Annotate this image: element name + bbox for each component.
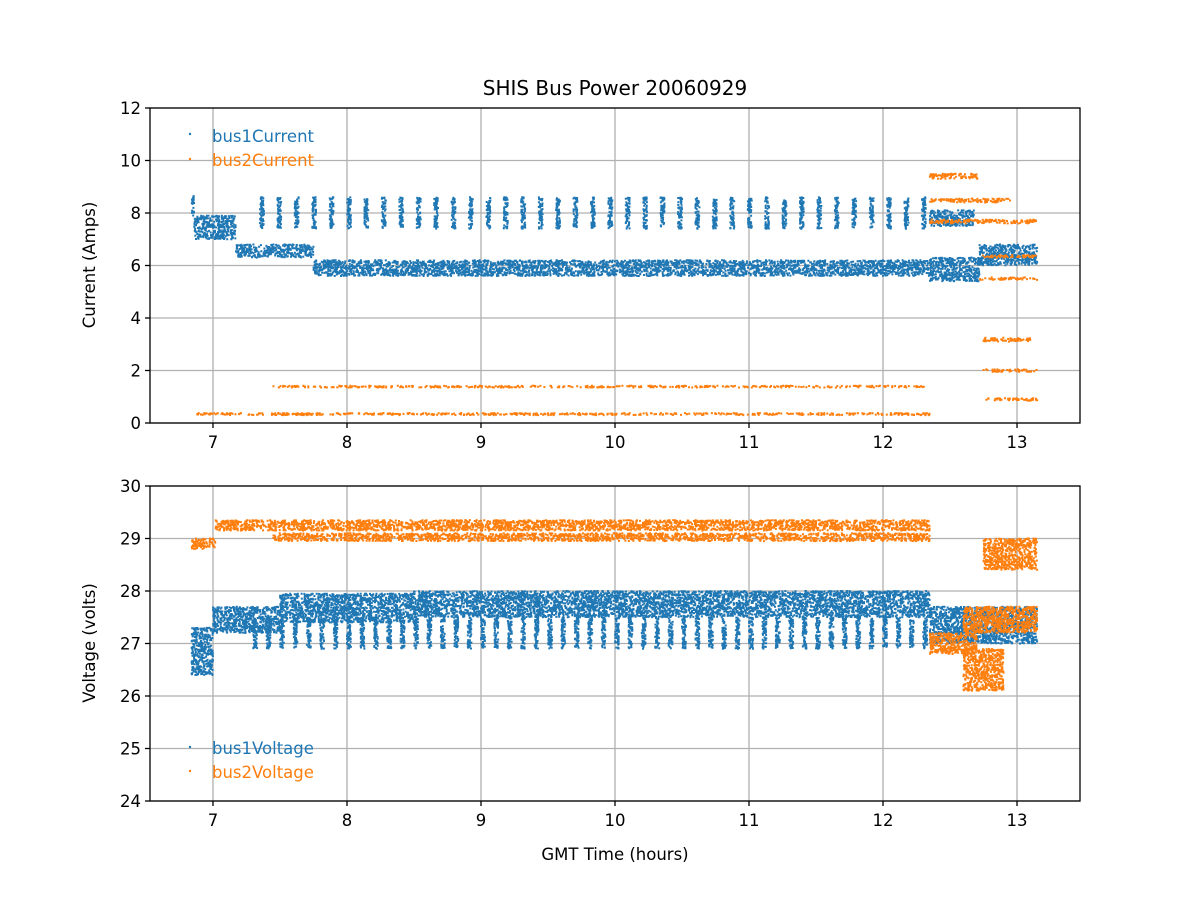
legend-label-bus1voltage: bus1Voltage: [212, 739, 314, 758]
series-points-bus1Voltage: [190, 590, 1039, 676]
x-tick-label: 12: [873, 811, 894, 830]
x-tick-label: 12: [873, 433, 894, 452]
y-tick-label: 2: [131, 362, 142, 381]
voltage-y-axis-label: Voltage (volts): [80, 583, 99, 703]
x-tick-label: 13: [1007, 433, 1028, 452]
x-tick-label: 10: [605, 811, 626, 830]
current-axes: 7 8 9 10 11 12 13 0 2 4 6 8 10 12 Current (Amps) bus1…: [80, 99, 1081, 452]
legend-marker-bus2voltage: [188, 769, 192, 773]
legend-marker-bus2current: [188, 157, 192, 161]
series-bus2Current: [196, 172, 1039, 417]
voltage-axes: 7 8 9 10 11 12 13 24 25 26 27 28 29 30 Voltage (volts…: [80, 477, 1081, 864]
legend-label-bus1current: bus1Current: [212, 127, 315, 146]
x-tick-label: 8: [342, 433, 353, 452]
x-tick-label: 9: [476, 811, 487, 830]
x-tick-label: 7: [208, 811, 219, 830]
x-tick-label: 11: [739, 811, 760, 830]
voltage-legend: bus1Voltage bus2Voltage: [188, 739, 314, 782]
series-bus1Voltage: [190, 590, 1039, 676]
y-tick-label: 10: [120, 152, 141, 171]
legend-label-bus2current: bus2Current: [212, 151, 315, 170]
y-tick-label: 6: [131, 257, 142, 276]
current-legend: bus1Current bus2Current: [188, 127, 315, 170]
legend-label-bus2voltage: bus2Voltage: [212, 763, 314, 782]
y-tick-label: 28: [120, 582, 141, 601]
legend-marker-bus1current: [188, 132, 192, 136]
x-tick-label: 10: [605, 433, 626, 452]
x-axis-label: GMT Time (hours): [541, 845, 688, 864]
current-points: [190, 172, 1039, 417]
y-tick-label: 27: [120, 635, 141, 654]
y-tick-label: 12: [120, 99, 141, 118]
y-tick-label: 8: [131, 204, 142, 223]
series-bus2Voltage: [190, 519, 1039, 692]
voltage-ticks: 7 8 9 10 11 12 13 24 25 26 27 28 29 30: [120, 477, 1028, 830]
current-ticks: 7 8 9 10 11 12 13 0 2 4 6 8 10 12: [120, 99, 1028, 452]
series-points-bus2Current: [196, 172, 1039, 417]
y-tick-label: 4: [131, 309, 142, 328]
y-tick-label: 24: [120, 792, 141, 811]
y-tick-label: 30: [120, 477, 141, 496]
y-tick-label: 29: [120, 530, 141, 549]
series-points-bus2Voltage: [190, 519, 1039, 692]
series-points-bus1Current: [190, 195, 1039, 283]
x-tick-label: 7: [208, 433, 219, 452]
x-tick-label: 11: [739, 433, 760, 452]
series-bus1Current: [190, 195, 1039, 283]
x-tick-label: 13: [1007, 811, 1028, 830]
y-tick-label: 0: [131, 414, 142, 433]
y-tick-label: 26: [120, 687, 141, 706]
x-tick-label: 9: [476, 433, 487, 452]
chart-title: SHIS Bus Power 20060929: [483, 76, 747, 100]
y-tick-label: 25: [120, 740, 141, 759]
x-tick-label: 8: [342, 811, 353, 830]
current-y-axis-label: Current (Amps): [80, 202, 99, 329]
legend-marker-bus1voltage: [188, 745, 192, 749]
voltage-points: [190, 519, 1039, 692]
